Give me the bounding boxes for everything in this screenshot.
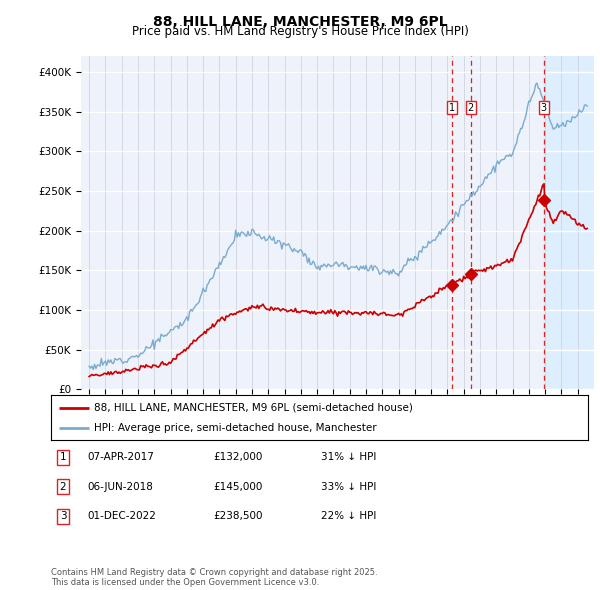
Text: 06-JUN-2018: 06-JUN-2018 (87, 482, 153, 491)
Bar (544, 56, 594, 389)
Text: 33% ↓ HPI: 33% ↓ HPI (321, 482, 376, 491)
Text: 2: 2 (59, 482, 67, 491)
Text: 3: 3 (541, 103, 547, 113)
Text: £145,000: £145,000 (213, 482, 262, 491)
Text: 88, HILL LANE, MANCHESTER, M9 6PL: 88, HILL LANE, MANCHESTER, M9 6PL (152, 15, 448, 29)
Text: 22% ↓ HPI: 22% ↓ HPI (321, 512, 376, 521)
Text: 88, HILL LANE, MANCHESTER, M9 6PL (semi-detached house): 88, HILL LANE, MANCHESTER, M9 6PL (semi-… (94, 403, 413, 412)
Text: 1: 1 (59, 453, 67, 462)
Text: HPI: Average price, semi-detached house, Manchester: HPI: Average price, semi-detached house,… (94, 424, 377, 434)
Text: Price paid vs. HM Land Registry's House Price Index (HPI): Price paid vs. HM Land Registry's House … (131, 25, 469, 38)
Text: 3: 3 (59, 512, 67, 521)
Text: 07-APR-2017: 07-APR-2017 (87, 453, 154, 462)
Text: Contains HM Land Registry data © Crown copyright and database right 2025.
This d: Contains HM Land Registry data © Crown c… (51, 568, 377, 587)
Text: 31% ↓ HPI: 31% ↓ HPI (321, 453, 376, 462)
Text: 01-DEC-2022: 01-DEC-2022 (87, 512, 156, 521)
Text: £238,500: £238,500 (213, 512, 263, 521)
Text: £132,000: £132,000 (213, 453, 262, 462)
Text: 2: 2 (467, 103, 474, 113)
Text: 1: 1 (449, 103, 455, 113)
